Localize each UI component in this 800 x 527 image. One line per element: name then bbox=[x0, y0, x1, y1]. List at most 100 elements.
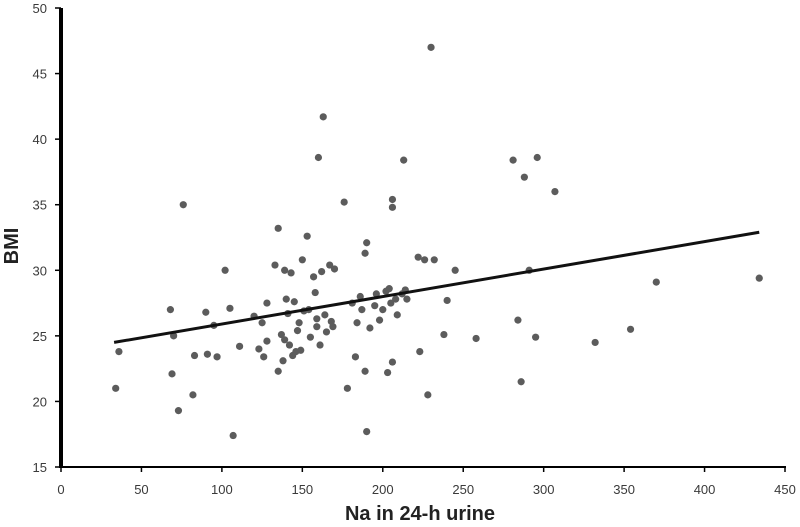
data-point bbox=[626, 325, 635, 333]
y-axis-title: BMI bbox=[1, 228, 23, 265]
data-point bbox=[306, 333, 314, 341]
data-point bbox=[329, 323, 337, 331]
data-point bbox=[313, 315, 321, 323]
data-point bbox=[361, 249, 369, 257]
data-point bbox=[213, 353, 221, 361]
data-point bbox=[358, 306, 366, 314]
data-point bbox=[443, 296, 451, 305]
data-point bbox=[591, 338, 599, 347]
data-point bbox=[168, 370, 176, 378]
x-tick-label: 100 bbox=[211, 482, 233, 497]
data-point bbox=[190, 351, 199, 360]
data-point bbox=[281, 266, 289, 274]
x-tick-label: 150 bbox=[291, 482, 313, 497]
data-point bbox=[532, 333, 540, 341]
data-point bbox=[260, 353, 268, 361]
data-point bbox=[174, 407, 183, 415]
data-point bbox=[388, 195, 397, 204]
data-point bbox=[263, 299, 271, 307]
data-point bbox=[356, 292, 364, 301]
y-tick-label: 40 bbox=[33, 132, 47, 147]
data-point bbox=[115, 347, 123, 356]
data-point bbox=[514, 316, 522, 324]
data-point bbox=[321, 311, 329, 319]
data-point bbox=[551, 188, 559, 196]
data-point bbox=[189, 391, 197, 399]
data-point bbox=[392, 295, 400, 303]
data-point bbox=[309, 273, 318, 281]
data-point bbox=[472, 334, 480, 343]
data-point bbox=[353, 319, 361, 327]
data-point bbox=[387, 299, 395, 307]
data-point bbox=[388, 358, 397, 366]
data-point bbox=[330, 265, 339, 273]
data-point bbox=[363, 239, 371, 247]
data-point bbox=[316, 341, 324, 349]
x-tick-label: 200 bbox=[372, 482, 394, 497]
data-point bbox=[281, 336, 289, 344]
y-tick-label: 20 bbox=[33, 394, 47, 409]
data-point bbox=[274, 224, 282, 232]
data-point bbox=[340, 198, 348, 206]
data-point bbox=[343, 384, 351, 392]
data-point bbox=[295, 319, 303, 327]
x-tick-label: 0 bbox=[57, 482, 64, 497]
y-axis-ticks: 15 20 25 30 35 40 45 50 bbox=[33, 1, 61, 475]
data-point bbox=[430, 256, 438, 264]
data-point bbox=[226, 304, 234, 312]
x-tick-label: 300 bbox=[533, 482, 555, 497]
data-point bbox=[400, 156, 408, 164]
data-point bbox=[384, 368, 392, 377]
data-point bbox=[221, 266, 229, 274]
data-point bbox=[179, 201, 187, 209]
plot-area bbox=[61, 8, 785, 467]
data-point bbox=[451, 266, 459, 274]
data-point bbox=[235, 342, 244, 350]
data-point bbox=[322, 328, 331, 336]
data-point bbox=[202, 308, 210, 316]
data-point bbox=[755, 274, 763, 282]
data-point bbox=[371, 302, 379, 310]
data-point bbox=[421, 256, 429, 264]
data-point bbox=[311, 288, 319, 297]
data-point bbox=[282, 295, 290, 303]
data-point bbox=[293, 327, 302, 335]
data-point bbox=[517, 378, 525, 386]
y-tick-label: 35 bbox=[33, 198, 47, 213]
data-point bbox=[297, 346, 305, 354]
data-point bbox=[509, 156, 517, 164]
data-point bbox=[318, 267, 326, 276]
data-point bbox=[274, 367, 282, 375]
data-point bbox=[424, 391, 432, 399]
x-tick-label: 450 bbox=[774, 482, 796, 497]
data-point bbox=[229, 431, 237, 440]
data-point bbox=[303, 232, 311, 240]
data-point bbox=[298, 256, 306, 264]
x-tick-label: 50 bbox=[134, 482, 148, 497]
data-point bbox=[375, 316, 384, 324]
x-tick-label: 250 bbox=[452, 482, 474, 497]
data-point bbox=[203, 350, 212, 358]
data-point bbox=[314, 153, 323, 162]
trend-line bbox=[113, 230, 760, 344]
data-point bbox=[326, 261, 334, 269]
y-tick-label: 30 bbox=[33, 263, 47, 278]
y-tick-label: 15 bbox=[33, 460, 47, 475]
data-point bbox=[416, 347, 424, 356]
data-points bbox=[112, 43, 763, 440]
data-point bbox=[361, 367, 369, 375]
data-point bbox=[379, 306, 387, 314]
data-point bbox=[385, 285, 393, 293]
data-point bbox=[403, 295, 411, 303]
data-point bbox=[277, 330, 286, 339]
data-point bbox=[363, 427, 371, 436]
data-point bbox=[440, 330, 448, 339]
y-tick-label: 45 bbox=[33, 67, 47, 82]
x-axis-title: Na in 24-h urine bbox=[345, 503, 495, 525]
y-tick-label: 25 bbox=[33, 329, 47, 344]
data-point bbox=[166, 306, 175, 314]
data-point bbox=[319, 113, 327, 121]
data-point bbox=[279, 357, 287, 365]
data-point bbox=[414, 253, 422, 261]
